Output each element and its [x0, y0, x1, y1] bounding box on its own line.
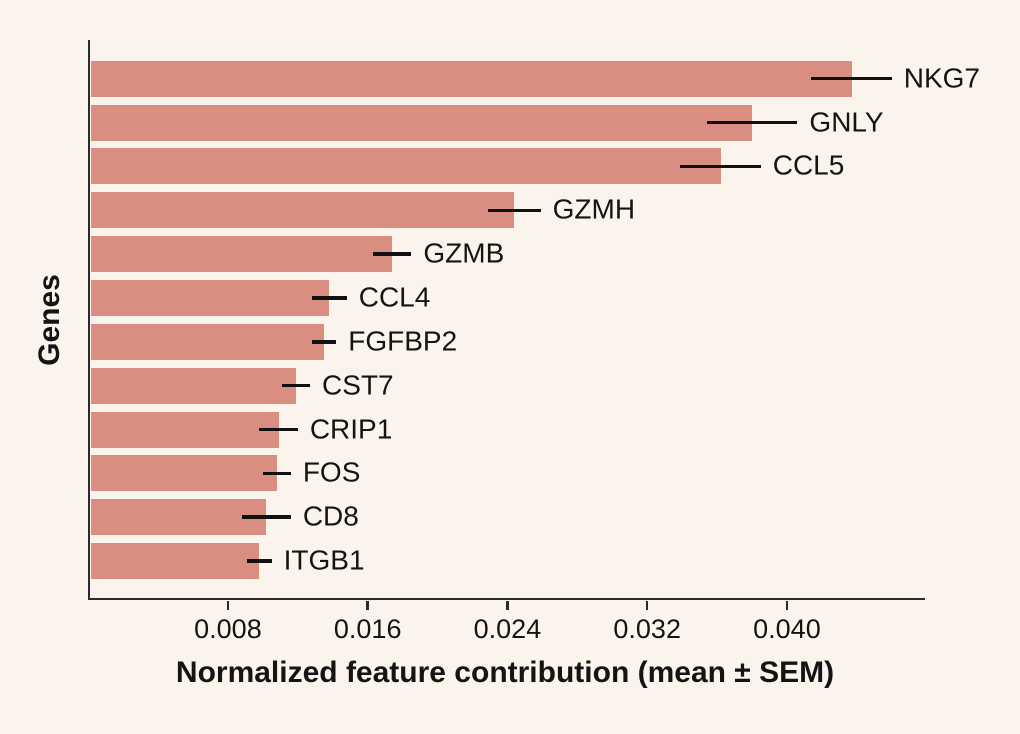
error-bar	[247, 559, 272, 563]
bar	[90, 499, 267, 536]
error-bar	[262, 471, 291, 476]
bar-label: CD8	[302, 500, 359, 532]
x-axis-tick	[645, 600, 649, 610]
bar-label: FGFBP2	[348, 325, 458, 357]
x-axis-tick-label: 0.032	[613, 614, 681, 644]
error-bar	[680, 164, 761, 169]
bar	[90, 411, 279, 448]
bar-label: CCL5	[772, 149, 845, 181]
x-axis-tick-label: 0.016	[333, 614, 402, 644]
error-bar	[241, 515, 291, 519]
x-axis-tick-label: 0.008	[194, 614, 262, 644]
bar-label: CST7	[322, 369, 394, 401]
bar	[90, 323, 325, 360]
error-bar	[311, 296, 347, 300]
bar	[90, 455, 277, 492]
x-axis-tick	[506, 600, 509, 610]
bar	[90, 279, 330, 316]
bar	[90, 236, 393, 273]
bar	[90, 543, 260, 580]
x-axis-tick	[366, 600, 369, 610]
y-axis-label: Genes	[33, 274, 66, 366]
bar-label: CRIP1	[309, 412, 393, 444]
bar	[90, 148, 721, 185]
error-bar	[311, 340, 337, 344]
error-bar	[372, 252, 412, 256]
bar-label: NKG7	[903, 62, 980, 94]
bar-label: GNLY	[809, 105, 884, 137]
bar	[90, 367, 297, 404]
error-bar	[488, 208, 541, 212]
x-axis-label: Normalized feature contribution (mean ± …	[175, 656, 835, 689]
bar-label: CCL4	[358, 281, 431, 313]
bar-label: GZMH	[552, 193, 636, 225]
x-axis-tick-label: 0.024	[473, 614, 542, 644]
x-axis-tick-label: 0.040	[753, 614, 821, 644]
bar	[90, 60, 852, 97]
error-bar	[282, 383, 311, 388]
error-bar	[706, 120, 798, 125]
bar-label: FOS	[302, 456, 361, 488]
bar	[90, 104, 752, 141]
bar	[90, 192, 515, 229]
bar-label: ITGB1	[283, 544, 365, 576]
error-bar	[811, 76, 892, 81]
plot-area	[88, 40, 925, 600]
error-bar	[259, 427, 298, 432]
bar-label: GZMB	[423, 237, 505, 269]
x-axis-tick	[226, 600, 230, 610]
x-axis-tick	[785, 600, 789, 610]
